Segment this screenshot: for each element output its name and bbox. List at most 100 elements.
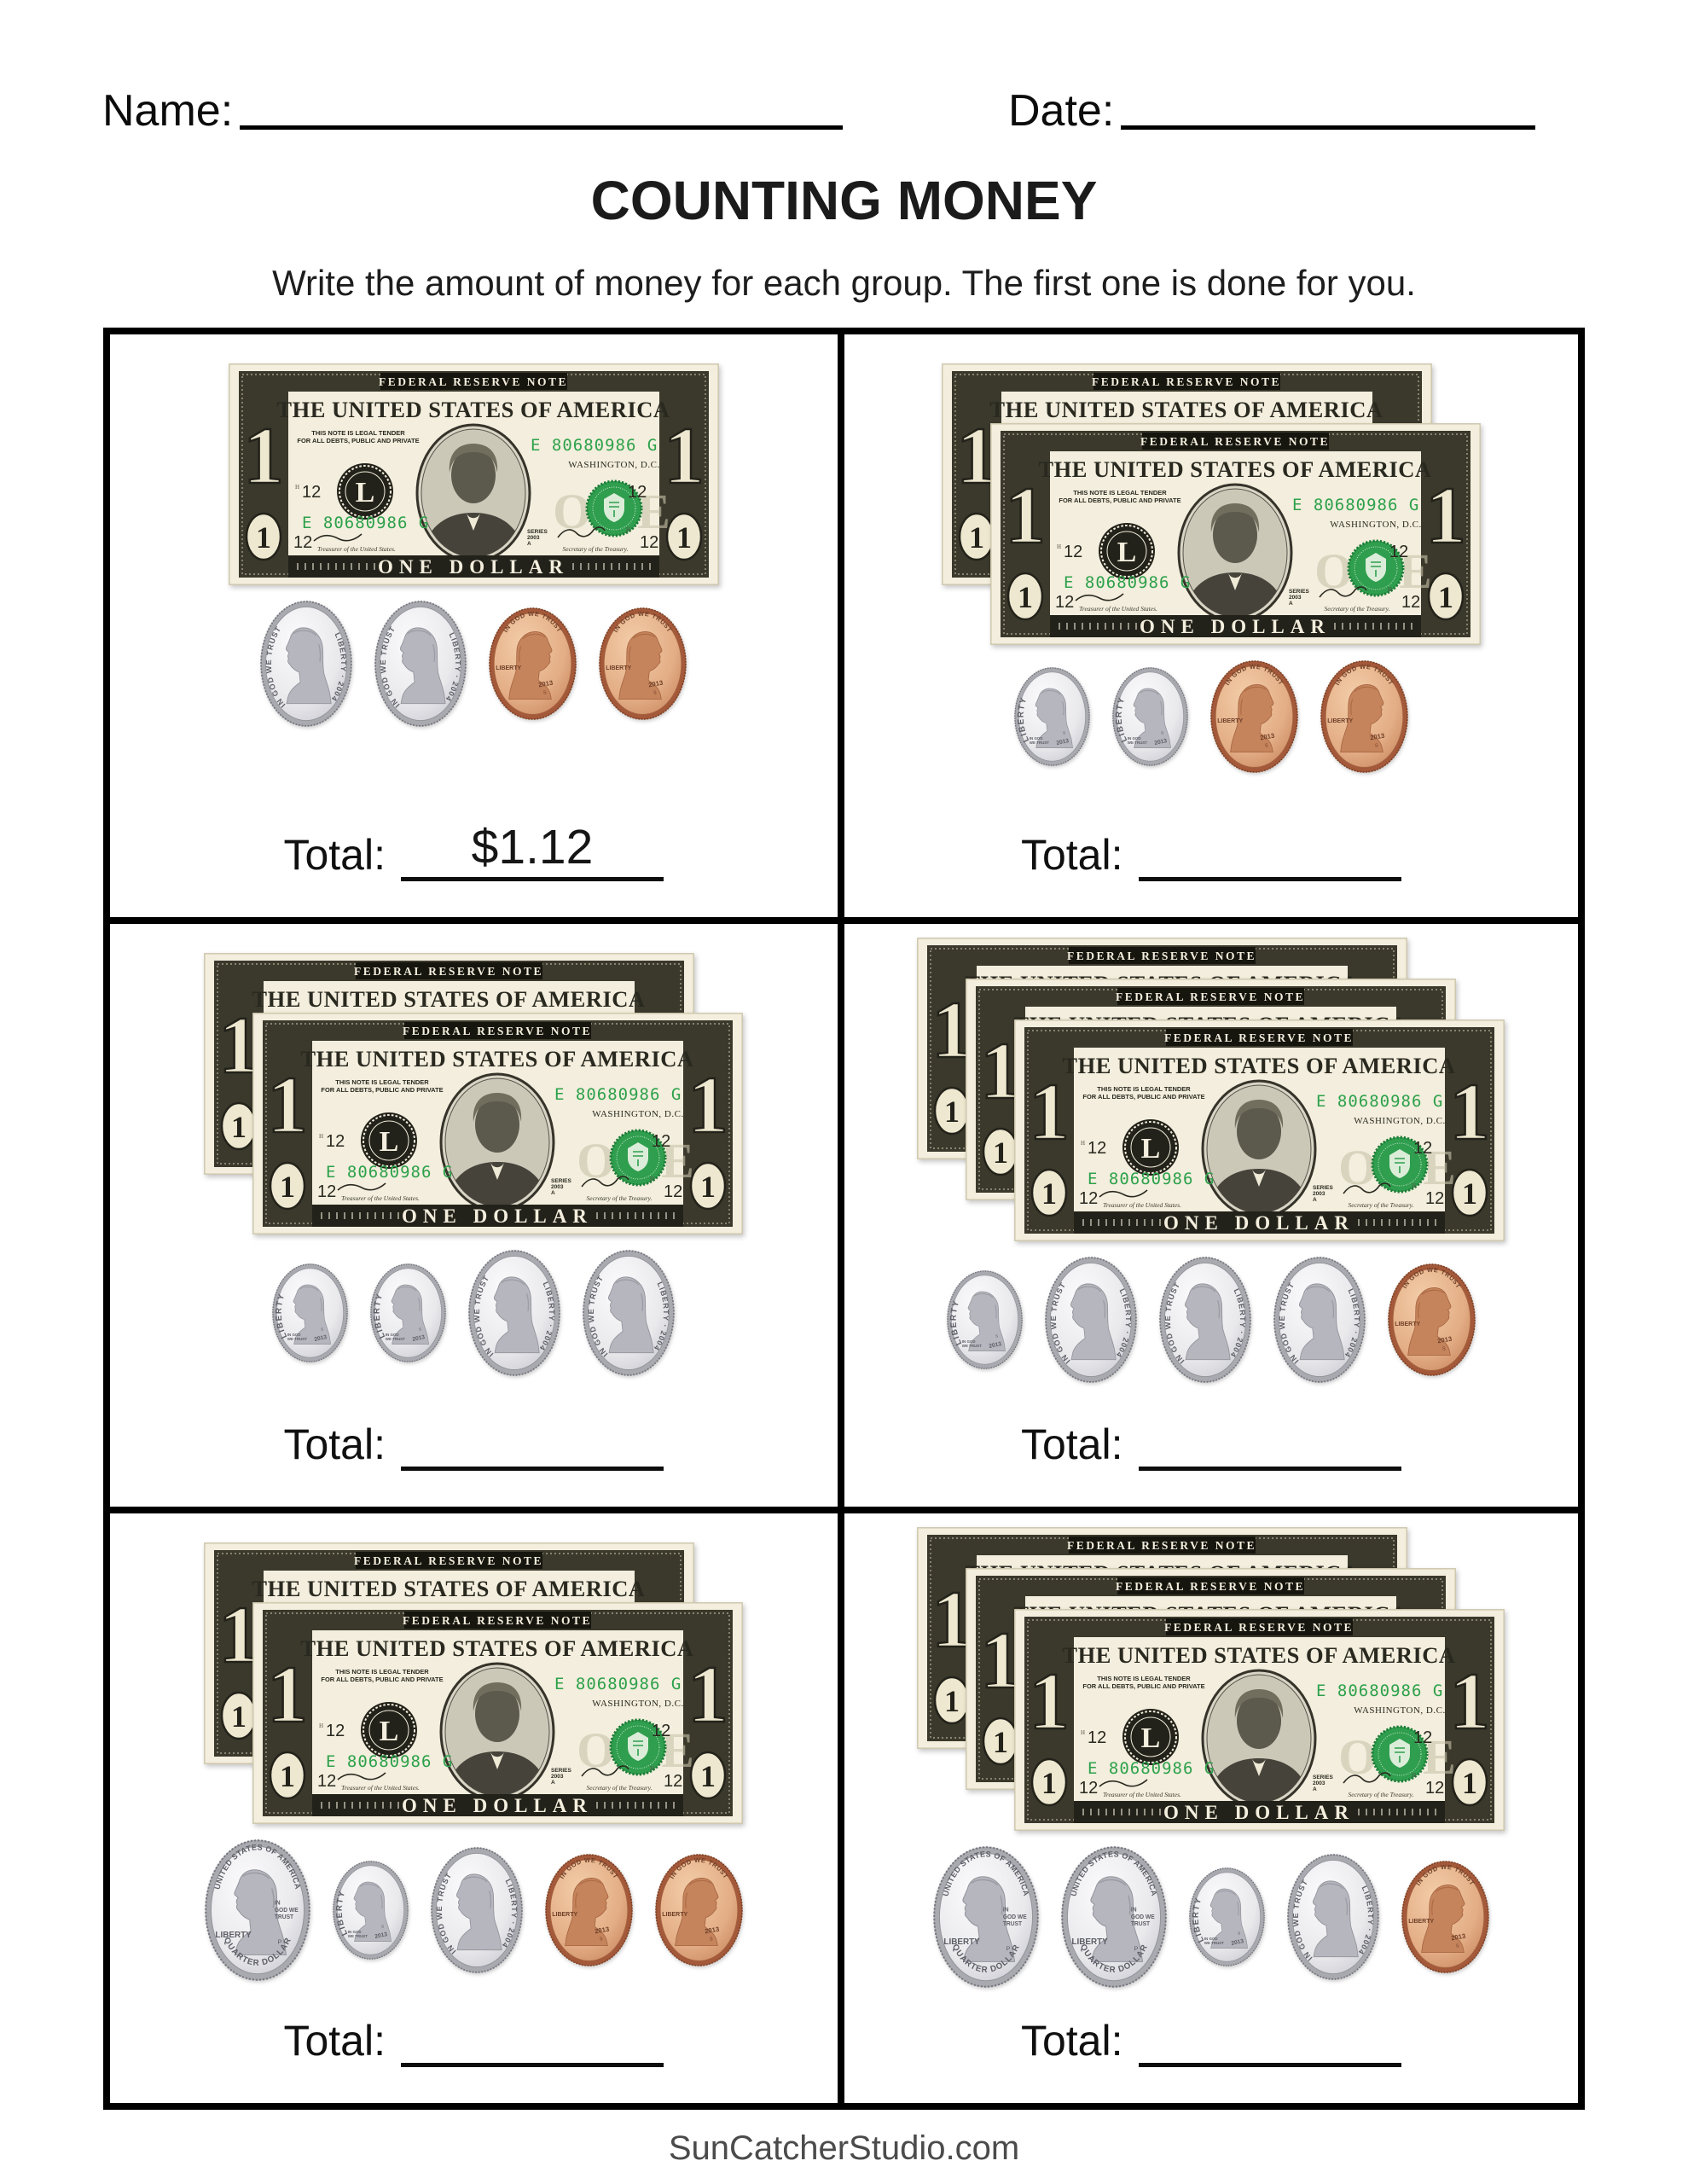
svg-text:1: 1 [1450, 1066, 1491, 1157]
date-label: Date: [1008, 86, 1115, 136]
svg-text:E 80680986 G: E 80680986 G [1316, 1092, 1443, 1111]
svg-text:E 80680986 G: E 80680986 G [1316, 1682, 1443, 1700]
total-answer-line[interactable] [401, 2000, 664, 2067]
svg-text:1: 1 [944, 1684, 960, 1718]
svg-text:1: 1 [700, 1170, 716, 1204]
svg-text:Secretary of the Treasury.: Secretary of the Treasury. [587, 1784, 653, 1792]
svg-text:THE UNITED STATES OF AMERICA: THE UNITED STATES OF AMERICA [252, 1576, 646, 1601]
svg-text:THIS NOTE IS LEGAL TENDER: THIS NOTE IS LEGAL TENDER [311, 429, 405, 437]
total-row: Total: [110, 1403, 838, 1471]
svg-text:LIBERTY: LIBERTY [552, 1912, 577, 1918]
svg-text:FEDERAL RESERVE NOTE: FEDERAL RESERVE NOTE [1067, 950, 1256, 962]
svg-text:12: 12 [1425, 1189, 1444, 1208]
name-field: Name: [102, 85, 843, 136]
coins-row: UNITED STATES OF AMERICA QUARTER DOLLAR LI… [844, 1846, 1579, 1988]
svg-text:1: 1 [1005, 470, 1046, 561]
coin-penny: IN GOD WE TRUST LIBERTY 2013 S [544, 1854, 633, 1966]
svg-text:S: S [1238, 1931, 1241, 1937]
svg-text:2013: 2013 [989, 1341, 1002, 1350]
svg-text:FEDERAL RESERVE NOTE: FEDERAL RESERVE NOTE [1164, 1621, 1354, 1634]
coin-nickel: IN GOD WE TRUST LIBERTY · 2004 [374, 601, 467, 727]
svg-text:1: 1 [1462, 1176, 1477, 1211]
name-input-line[interactable] [240, 117, 843, 130]
svg-text:2013: 2013 [1056, 738, 1070, 746]
total-answer-line[interactable] [1138, 2000, 1401, 2067]
svg-text:2013: 2013 [1450, 1932, 1465, 1943]
bill-stack: FEDERAL RESERVE NOTE THE UNITED STATES O… [917, 1527, 1505, 1831]
svg-text:S: S [1161, 731, 1164, 736]
svg-text:FEDERAL RESERVE NOTE: FEDERAL RESERVE NOTE [354, 1554, 543, 1567]
svg-text:1: 1 [676, 520, 692, 555]
svg-text:2013: 2013 [1154, 738, 1168, 746]
svg-text:FEDERAL RESERVE NOTE: FEDERAL RESERVE NOTE [1116, 990, 1305, 1003]
one-dollar-bill: FEDERAL RESERVE NOTE THE UNITED STATES O… [989, 423, 1481, 645]
svg-text:Secretary of the Treasury.: Secretary of the Treasury. [562, 545, 628, 553]
svg-text:WASHINGTON, D.C.: WASHINGTON, D.C. [593, 1109, 684, 1119]
total-label: Total: [283, 2017, 386, 2065]
svg-text:SERIES: SERIES [1289, 589, 1310, 595]
svg-text:12: 12 [1088, 1139, 1106, 1158]
problems-grid: FEDERAL RESERVE NOTE THE UNITED STATES O… [103, 328, 1585, 2110]
svg-text:H: H [1388, 586, 1392, 593]
svg-text:FEDERAL RESERVE NOTE: FEDERAL RESERVE NOTE [403, 1614, 592, 1627]
svg-text:1: 1 [1462, 1766, 1477, 1800]
svg-text:THE UNITED STATES OF AMERICA: THE UNITED STATES OF AMERICA [252, 986, 646, 1012]
svg-text:L: L [1141, 1133, 1161, 1165]
svg-text:FOR ALL DEBTS, PUBLIC AND PRIV: FOR ALL DEBTS, PUBLIC AND PRIVATE [1059, 497, 1180, 504]
page-title: COUNTING MONEY [590, 170, 1098, 231]
svg-text:FEDERAL RESERVE NOTE: FEDERAL RESERVE NOTE [1067, 1539, 1256, 1552]
svg-text:2003: 2003 [551, 1774, 564, 1780]
coins-row: LIBERTY IN GOD WE TRUST 2013 S LIBERTY IN GOD… [110, 1250, 838, 1376]
svg-text:1: 1 [944, 1095, 960, 1129]
svg-text:1: 1 [1018, 580, 1033, 614]
svg-text:12: 12 [1055, 593, 1074, 612]
svg-text:ONE DOLLAR: ONE DOLLAR [402, 1205, 593, 1227]
svg-text:THIS NOTE IS LEGAL TENDER: THIS NOTE IS LEGAL TENDER [336, 1668, 430, 1676]
coin-nickel: IN GOD WE TRUST LIBERTY · 2004 [583, 1250, 676, 1376]
svg-text:12: 12 [1079, 1779, 1098, 1798]
svg-text:FOR ALL DEBTS, PUBLIC AND PRIV: FOR ALL DEBTS, PUBLIC AND PRIVATE [1083, 1093, 1205, 1101]
coin-dime: LIBERTY IN GOD WE TRUST 2013 S [332, 1861, 409, 1960]
total-answer-line[interactable]: $1.12 [401, 814, 664, 881]
svg-text:Treasurer of the United States: Treasurer of the United States. [317, 545, 396, 553]
svg-text:12: 12 [1064, 543, 1082, 561]
svg-text:H: H [1412, 1772, 1416, 1779]
total-row: Total: [844, 814, 1579, 881]
svg-text:H: H [1412, 1182, 1416, 1189]
svg-text:S: S [1265, 744, 1268, 749]
svg-text:1: 1 [268, 1060, 309, 1150]
svg-text:H: H [626, 526, 630, 533]
svg-text:2013: 2013 [648, 679, 664, 689]
svg-text:H: H [1057, 543, 1061, 550]
svg-text:E 80680986 G: E 80680986 G [1292, 496, 1419, 514]
svg-text:SERIES: SERIES [551, 1178, 572, 1184]
svg-text:LIBERTY: LIBERTY [943, 1937, 980, 1947]
svg-text:FEDERAL RESERVE NOTE: FEDERAL RESERVE NOTE [1116, 1580, 1305, 1593]
svg-text:12: 12 [1413, 1139, 1432, 1158]
total-answer-line[interactable] [1138, 814, 1401, 881]
total-answer-line[interactable] [401, 1403, 664, 1471]
svg-text:12: 12 [317, 1772, 336, 1791]
svg-text:LIBERTY: LIBERTY [1217, 718, 1243, 724]
svg-text:E 80680986 G: E 80680986 G [302, 514, 429, 532]
svg-text:S: S [1063, 731, 1066, 736]
svg-text:H: H [650, 1176, 654, 1182]
total-answer-line[interactable] [1138, 1403, 1401, 1471]
header-row: Name: Date: [102, 85, 1535, 136]
svg-text:A: A [551, 1780, 555, 1786]
name-label: Name: [102, 86, 234, 136]
date-input-line[interactable] [1121, 117, 1535, 130]
svg-text:LIBERTY: LIBERTY [606, 665, 631, 671]
svg-text:2013: 2013 [1369, 732, 1384, 742]
svg-text:12: 12 [664, 1182, 682, 1201]
svg-text:LIBERTY: LIBERTY [1071, 1937, 1108, 1947]
svg-text:1: 1 [231, 1699, 247, 1734]
svg-text:Secretary of the Treasury.: Secretary of the Treasury. [587, 1194, 653, 1202]
svg-text:LIBERTY: LIBERTY [1327, 718, 1353, 724]
svg-text:12: 12 [628, 483, 647, 502]
svg-text:WASHINGTON, D.C.: WASHINGTON, D.C. [1354, 1705, 1446, 1716]
svg-text:WASHINGTON, D.C.: WASHINGTON, D.C. [1330, 520, 1421, 530]
svg-text:FOR ALL DEBTS, PUBLIC AND PRIV: FOR ALL DEBTS, PUBLIC AND PRIVATE [1083, 1682, 1205, 1690]
